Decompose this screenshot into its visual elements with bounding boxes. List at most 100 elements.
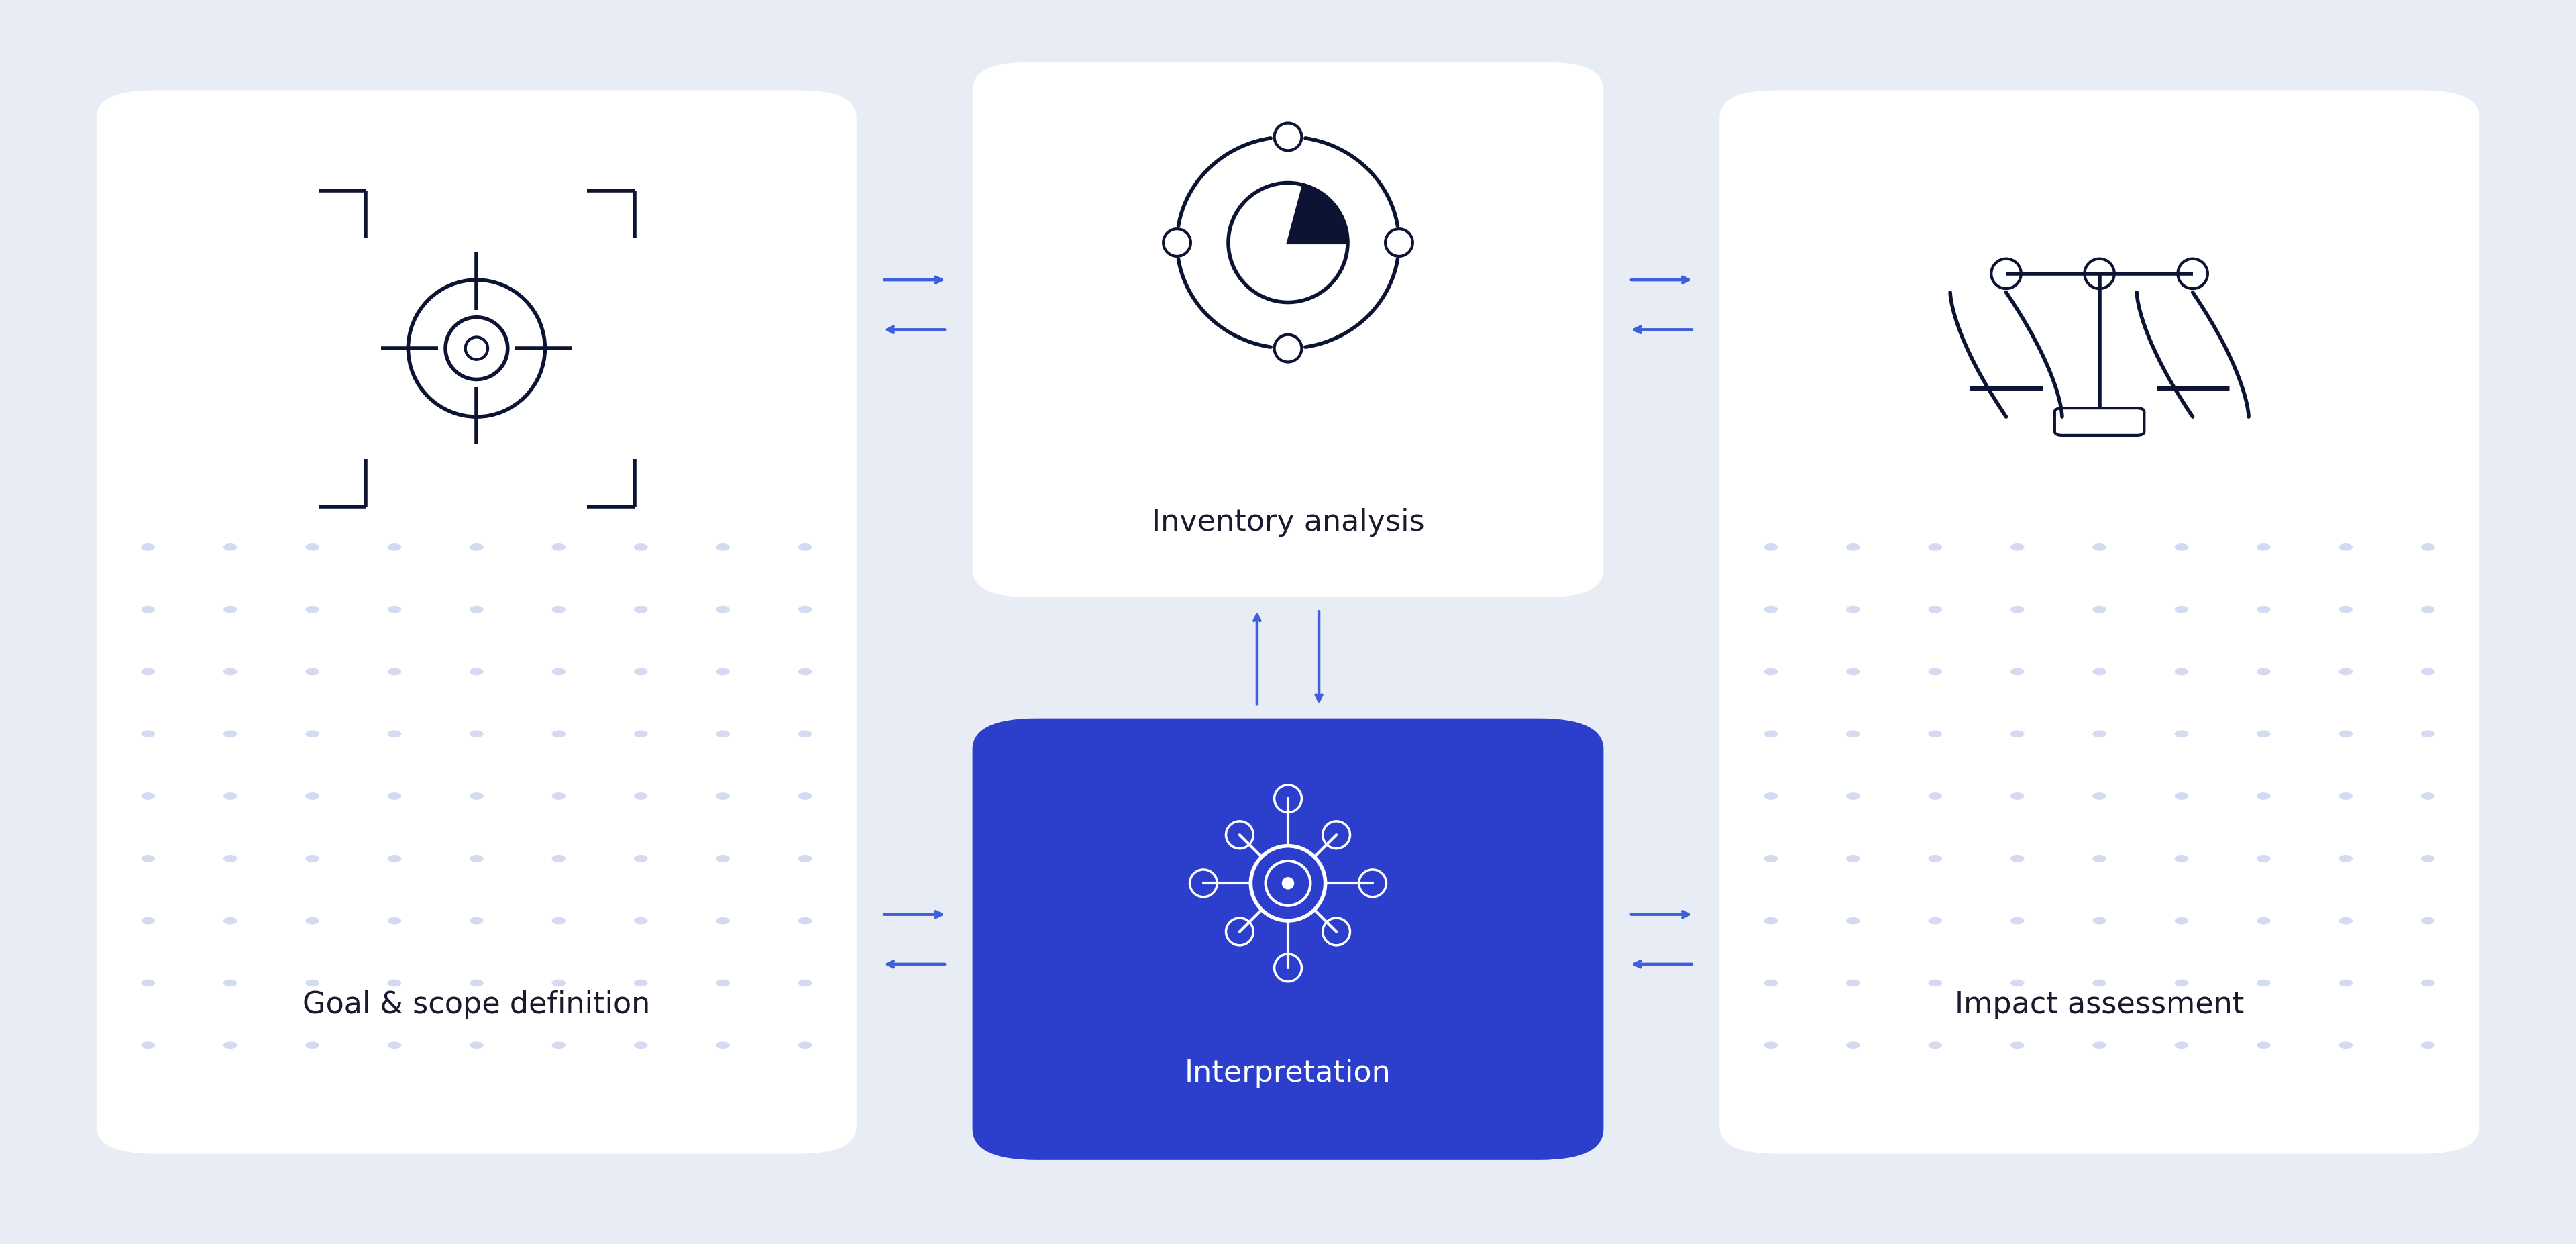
Circle shape [307, 606, 319, 612]
Circle shape [1847, 668, 1860, 674]
Circle shape [1847, 1042, 1860, 1049]
Polygon shape [1288, 185, 1347, 243]
Circle shape [2012, 730, 2025, 736]
Circle shape [469, 1042, 484, 1049]
Circle shape [551, 980, 564, 986]
Circle shape [1847, 918, 1860, 924]
Circle shape [1847, 980, 1860, 986]
Circle shape [224, 918, 237, 924]
Circle shape [389, 918, 402, 924]
Circle shape [2092, 668, 2105, 674]
Circle shape [2257, 606, 2269, 612]
Circle shape [1765, 1042, 1777, 1049]
Circle shape [389, 544, 402, 550]
Circle shape [224, 544, 237, 550]
Circle shape [634, 856, 647, 862]
Circle shape [2339, 606, 2352, 612]
Circle shape [224, 668, 237, 674]
Circle shape [1929, 730, 1942, 736]
Text: Impact assessment: Impact assessment [1955, 990, 2244, 1019]
Circle shape [224, 730, 237, 736]
Circle shape [142, 1042, 155, 1049]
Circle shape [1847, 794, 1860, 800]
Circle shape [2012, 980, 2025, 986]
Circle shape [142, 794, 155, 800]
Circle shape [307, 1042, 319, 1049]
Circle shape [307, 918, 319, 924]
Circle shape [469, 730, 484, 736]
Circle shape [716, 856, 729, 862]
Circle shape [716, 606, 729, 612]
Circle shape [2257, 980, 2269, 986]
Circle shape [142, 856, 155, 862]
Circle shape [2421, 730, 2434, 736]
Circle shape [1765, 606, 1777, 612]
Circle shape [2174, 668, 2187, 674]
Circle shape [551, 606, 564, 612]
Circle shape [469, 794, 484, 800]
Circle shape [1929, 918, 1942, 924]
Circle shape [389, 668, 402, 674]
Circle shape [224, 606, 237, 612]
Circle shape [799, 856, 811, 862]
Circle shape [389, 606, 402, 612]
Circle shape [2339, 730, 2352, 736]
Circle shape [142, 668, 155, 674]
Circle shape [2421, 606, 2434, 612]
Text: Inventory analysis: Inventory analysis [1151, 508, 1425, 537]
Circle shape [469, 544, 484, 550]
Circle shape [469, 606, 484, 612]
Circle shape [799, 980, 811, 986]
Circle shape [2092, 1042, 2105, 1049]
Circle shape [2092, 918, 2105, 924]
Circle shape [2174, 606, 2187, 612]
Circle shape [1765, 980, 1777, 986]
Circle shape [2339, 856, 2352, 862]
FancyBboxPatch shape [1721, 91, 2478, 1154]
Circle shape [142, 980, 155, 986]
Circle shape [2012, 1042, 2025, 1049]
Circle shape [1929, 980, 1942, 986]
Circle shape [2421, 856, 2434, 862]
Circle shape [634, 606, 647, 612]
Circle shape [2421, 794, 2434, 800]
Circle shape [2174, 544, 2187, 550]
Circle shape [2174, 856, 2187, 862]
Text: Goal & scope definition: Goal & scope definition [304, 990, 649, 1019]
Circle shape [551, 1042, 564, 1049]
Circle shape [1847, 544, 1860, 550]
Circle shape [389, 794, 402, 800]
Circle shape [1847, 606, 1860, 612]
Circle shape [2257, 918, 2269, 924]
Circle shape [2012, 856, 2025, 862]
Circle shape [551, 544, 564, 550]
Circle shape [2257, 856, 2269, 862]
Circle shape [1929, 856, 1942, 862]
Circle shape [2092, 730, 2105, 736]
Circle shape [1765, 918, 1777, 924]
Circle shape [307, 668, 319, 674]
Circle shape [551, 794, 564, 800]
Circle shape [2012, 918, 2025, 924]
Circle shape [2257, 1042, 2269, 1049]
Circle shape [1929, 1042, 1942, 1049]
Circle shape [142, 918, 155, 924]
Circle shape [634, 544, 647, 550]
Circle shape [799, 606, 811, 612]
Circle shape [389, 856, 402, 862]
Circle shape [551, 918, 564, 924]
Circle shape [634, 730, 647, 736]
Circle shape [2339, 918, 2352, 924]
Circle shape [1765, 668, 1777, 674]
Circle shape [2257, 668, 2269, 674]
Circle shape [2257, 794, 2269, 800]
Circle shape [1929, 794, 1942, 800]
Circle shape [2421, 980, 2434, 986]
Circle shape [2339, 794, 2352, 800]
Circle shape [2174, 730, 2187, 736]
Circle shape [307, 794, 319, 800]
Circle shape [2339, 668, 2352, 674]
Circle shape [716, 794, 729, 800]
Circle shape [634, 980, 647, 986]
Circle shape [2012, 606, 2025, 612]
